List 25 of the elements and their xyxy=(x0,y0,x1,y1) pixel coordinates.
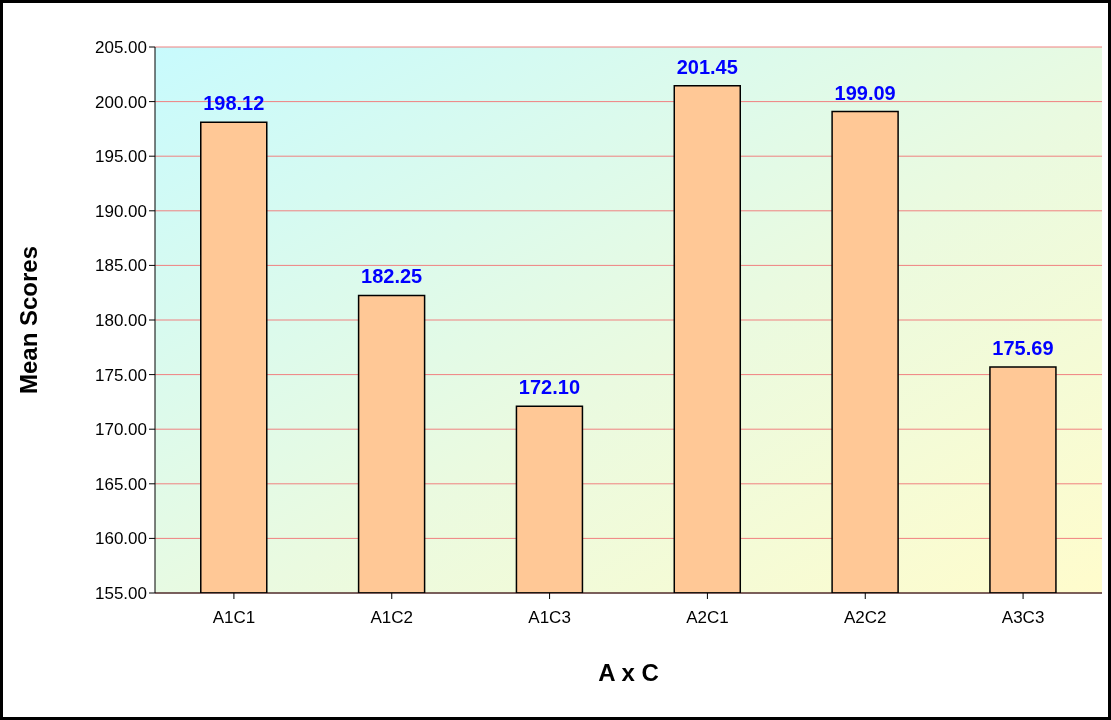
data-label: 172.10 xyxy=(518,376,581,399)
y-tick-label: 200.00 xyxy=(95,92,147,112)
x-tick-label: A2C1 xyxy=(686,608,729,628)
y-tick-label: 205.00 xyxy=(95,38,147,58)
y-tick-label: 155.00 xyxy=(95,584,147,604)
y-tick-label: 195.00 xyxy=(95,147,147,167)
y-tick-label: 190.00 xyxy=(95,201,147,221)
data-label: 175.69 xyxy=(992,337,1054,360)
data-label: 198.12 xyxy=(203,92,265,115)
x-tick-label: A1C2 xyxy=(370,608,414,628)
y-tick-label: 170.00 xyxy=(95,420,147,440)
x-tick-label: A3C3 xyxy=(1001,608,1045,628)
y-tick-label: 180.00 xyxy=(95,311,147,331)
y-axis-title: Mean Scores xyxy=(14,245,42,395)
y-tick-label: 175.00 xyxy=(95,365,147,385)
y-tick-label: 160.00 xyxy=(95,529,147,549)
y-tick-label: 185.00 xyxy=(95,256,147,276)
x-tick-label: A2C2 xyxy=(843,608,887,628)
data-label: 201.45 xyxy=(676,55,738,78)
y-tick-label: 165.00 xyxy=(95,474,147,494)
data-label: 182.25 xyxy=(361,265,423,288)
data-label: 199.09 xyxy=(834,81,896,104)
x-axis-title: A x C xyxy=(598,659,659,686)
x-tick-label: A1C3 xyxy=(528,608,571,628)
x-tick-label: A1C1 xyxy=(212,608,256,628)
